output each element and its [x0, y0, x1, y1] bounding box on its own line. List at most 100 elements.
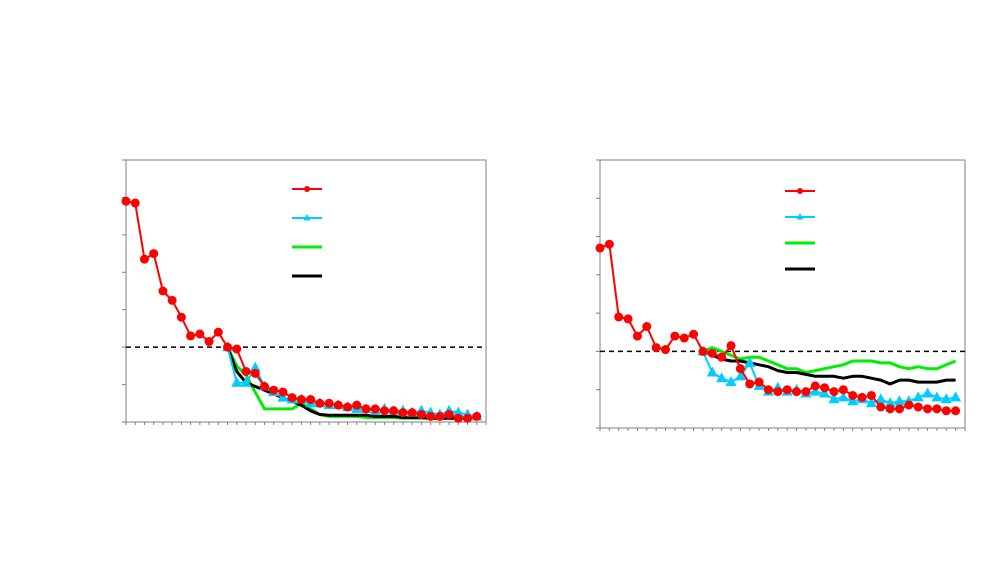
data-point-red	[810, 381, 820, 391]
legend-marker	[796, 213, 804, 220]
data-point-red	[195, 329, 205, 339]
data-point-red	[717, 352, 727, 362]
data-point-cyan	[875, 393, 887, 404]
data-point-red	[595, 243, 605, 253]
data-point-red	[913, 402, 923, 412]
data-point-cyan	[931, 391, 943, 402]
data-point-cyan	[809, 385, 821, 396]
legend-item-red	[785, 188, 815, 194]
data-point-red	[278, 387, 288, 397]
data-point-red	[614, 312, 624, 322]
data-point-red	[232, 344, 242, 354]
data-point-cyan	[819, 387, 831, 398]
legend-item-cyan	[785, 213, 815, 220]
data-point-cyan	[884, 397, 896, 408]
data-point-red	[444, 410, 454, 420]
data-point-cyan	[865, 397, 877, 408]
data-point-red	[885, 404, 895, 414]
legend-item-cyan	[292, 214, 322, 221]
series-green	[702, 346, 957, 374]
data-point-red	[361, 404, 371, 414]
data-point-red	[726, 341, 736, 351]
data-point-red	[343, 402, 353, 412]
legend	[785, 188, 815, 271]
data-point-red	[689, 329, 699, 339]
series-black	[702, 350, 956, 386]
data-point-red	[416, 410, 426, 420]
data-point-red	[866, 390, 876, 400]
data-point-red	[838, 385, 848, 395]
legend-marker	[303, 214, 311, 221]
legend	[292, 186, 322, 278]
data-point-cyan	[828, 393, 840, 404]
series-line-green	[702, 346, 957, 374]
data-point-red	[661, 345, 671, 355]
data-point-red	[642, 322, 652, 332]
data-point-red	[820, 383, 830, 393]
data-point-red	[876, 402, 886, 412]
data-point-red	[670, 331, 680, 341]
series-line-black	[702, 350, 956, 386]
data-point-red	[857, 392, 867, 402]
data-point-red	[324, 398, 334, 408]
data-point-red	[223, 342, 233, 352]
data-point-cyan	[452, 406, 464, 417]
data-point-red	[379, 406, 389, 416]
data-point-cyan	[249, 361, 261, 372]
data-point-red	[801, 387, 811, 397]
data-point-red	[941, 406, 951, 416]
data-point-cyan	[734, 370, 746, 381]
legend-marker	[304, 186, 310, 192]
data-point-red	[754, 377, 764, 387]
data-point-red	[829, 387, 839, 397]
data-point-red	[951, 406, 961, 416]
data-point-red	[149, 249, 159, 259]
legend-marker	[797, 188, 803, 194]
data-point-red	[651, 343, 661, 353]
data-point-red	[623, 314, 633, 324]
data-point-cyan	[716, 372, 728, 383]
data-point-red	[923, 404, 933, 414]
data-point-red	[763, 385, 773, 395]
data-point-cyan	[940, 393, 952, 404]
chart-1	[121, 159, 487, 425]
data-point-red	[435, 411, 445, 421]
data-point-red	[315, 398, 325, 408]
legend-item-red	[292, 186, 322, 192]
data-point-cyan	[912, 391, 924, 402]
data-point-red	[632, 331, 642, 341]
data-point-red	[472, 411, 482, 421]
data-point-red	[894, 404, 904, 414]
data-point-cyan	[950, 391, 962, 402]
data-point-red	[904, 400, 914, 410]
data-point-red	[792, 387, 802, 397]
data-point-red	[139, 254, 149, 264]
data-point-red	[250, 368, 260, 378]
data-point-cyan	[922, 387, 934, 398]
data-point-cyan	[706, 366, 718, 377]
data-point-red	[426, 411, 436, 421]
plot-area-frame	[599, 159, 966, 429]
data-point-red	[296, 395, 306, 405]
data-point-red	[241, 366, 251, 376]
data-point-red	[186, 331, 196, 341]
data-point-red	[130, 198, 140, 208]
data-point-cyan	[744, 356, 756, 367]
data-point-red	[453, 413, 463, 423]
data-point-cyan	[231, 376, 243, 387]
data-point-red	[604, 239, 614, 249]
data-point-red	[176, 312, 186, 322]
data-point-cyan	[240, 376, 252, 387]
data-point-cyan	[837, 391, 849, 402]
data-point-red	[707, 348, 717, 358]
series-line-red	[125, 200, 478, 420]
data-point-red	[259, 381, 269, 391]
data-point-cyan	[847, 395, 859, 406]
data-point-red	[213, 327, 223, 337]
data-point-red	[735, 364, 745, 374]
data-point-red	[679, 333, 689, 343]
chart-2	[595, 159, 966, 431]
data-point-red	[745, 379, 755, 389]
data-point-red	[352, 400, 362, 410]
